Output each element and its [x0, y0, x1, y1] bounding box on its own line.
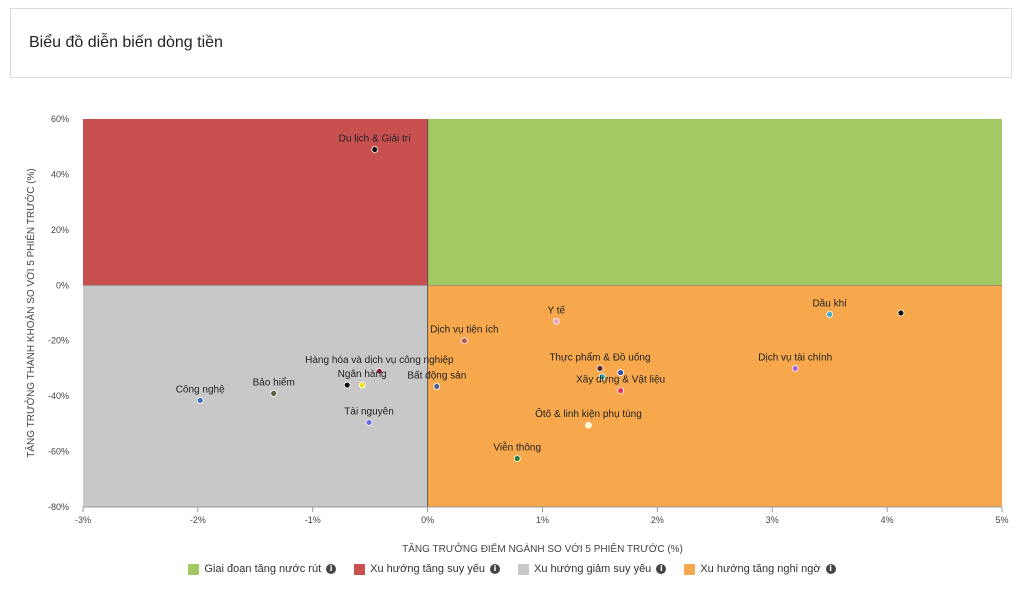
- x-tick-label: 1%: [536, 515, 549, 525]
- data-point-label: Bảo hiểm: [253, 376, 295, 388]
- info-icon[interactable]: i: [326, 564, 337, 574]
- legend-label: Xu hướng giảm suy yếu: [534, 563, 652, 575]
- data-point-label: Dịch vụ tài chính: [758, 352, 832, 363]
- data-point-label: Viễn thông: [493, 441, 541, 454]
- x-axis-label: TĂNG TRƯỞNG ĐIỂM NGÀNH SO VỚI 5 PHIÊN TR…: [402, 542, 683, 555]
- data-point: [460, 337, 468, 345]
- data-point: [375, 367, 383, 375]
- data-point: [270, 389, 278, 397]
- legend-item[interactable]: Xu hướng tăng nghi ngờ i: [684, 563, 836, 575]
- data-point-label: Ngân hàng: [338, 369, 387, 380]
- legend-swatch: [684, 563, 696, 575]
- quadrant-0: [427, 119, 1002, 286]
- legend-swatch: [354, 563, 366, 575]
- quadrant-3: [427, 285, 1002, 507]
- x-tick-label: -3%: [75, 515, 91, 525]
- data-point-label: Xây dựng & Vật liệu: [576, 375, 665, 386]
- legend-item[interactable]: Xu hướng tăng suy yếu i: [354, 563, 500, 575]
- data-point: [343, 381, 351, 389]
- y-tick-label: -20%: [48, 336, 69, 346]
- x-tick-label: 2%: [651, 515, 664, 525]
- data-point-label: Du lịch & Giải trí: [339, 133, 411, 144]
- data-point-label: Dầu khí: [812, 297, 847, 309]
- y-tick-label: 0%: [56, 280, 69, 290]
- data-point-label: Thực phẩm & Đồ uống: [549, 351, 650, 363]
- data-point: [358, 381, 366, 389]
- data-point: [365, 419, 373, 426]
- data-point: [371, 146, 379, 153]
- y-tick-label: -60%: [48, 447, 69, 457]
- y-tick-label: -40%: [48, 391, 69, 401]
- legend-label: Xu hướng tăng suy yếu: [370, 563, 485, 575]
- data-point: [513, 455, 521, 462]
- data-point: [897, 309, 905, 317]
- data-point: [617, 369, 625, 376]
- data-point: [791, 365, 799, 372]
- data-point: [596, 365, 604, 372]
- info-icon[interactable]: i: [825, 564, 836, 574]
- data-point: [433, 383, 441, 390]
- data-point-label: Y tế: [547, 304, 565, 316]
- y-tick-label: -80%: [48, 502, 69, 512]
- data-point: [585, 421, 592, 429]
- info-icon[interactable]: i: [656, 564, 667, 574]
- chart-title: Biểu đồ diễn biến dòng tiền: [29, 34, 223, 51]
- data-point-label: Công nghệ: [176, 384, 225, 395]
- legend-item[interactable]: Giai đoạn tăng nước rút i: [188, 563, 337, 575]
- data-point-label: Hàng hóa và dịch vụ công nghiệp: [305, 355, 454, 366]
- x-tick-label: 0%: [421, 515, 434, 525]
- legend-label: Xu hướng tăng nghi ngờ: [700, 563, 821, 575]
- legend-swatch: [188, 563, 200, 575]
- x-tick-label: 5%: [995, 515, 1008, 525]
- legend-item[interactable]: Xu hướng giảm suy yếu i: [518, 563, 667, 575]
- y-tick-label: 40%: [51, 169, 69, 179]
- y-tick-label: 60%: [51, 114, 69, 124]
- quadrant-2: [83, 285, 428, 507]
- data-point: [196, 396, 204, 404]
- legend-swatch: [518, 563, 529, 575]
- data-point: [617, 387, 625, 395]
- quadrant-1: [83, 119, 428, 286]
- x-tick-label: 4%: [881, 515, 894, 525]
- info-icon[interactable]: i: [490, 564, 500, 574]
- data-point-label: Dịch vụ tiện ích: [430, 325, 498, 336]
- data-point: [826, 310, 834, 318]
- x-tick-label: 3%: [766, 515, 779, 525]
- chart-legend: Giai đoạn tăng nước rút i Xu hướng tăng su…: [0, 563, 1024, 575]
- x-tick-label: -1%: [305, 515, 321, 525]
- x-tick-label: -2%: [190, 515, 206, 525]
- data-point: [552, 317, 560, 325]
- y-axis-label: TĂNG TRƯỞNG THANH KHOẢN SO VỚI 5 PHIÊN T…: [24, 168, 37, 458]
- legend-label: Giai đoạn tăng nước rút: [204, 563, 322, 575]
- chart-title-card: Biểu đồ diễn biến dòng tiền: [10, 8, 1012, 78]
- data-point: [598, 373, 606, 381]
- data-point-label: Ôtô & linh kiện phụ tùng: [535, 407, 642, 420]
- data-point-label: Tài nguyên: [344, 406, 393, 417]
- data-point-label: Bất động sản: [407, 369, 466, 381]
- y-tick-label: 20%: [51, 225, 69, 235]
